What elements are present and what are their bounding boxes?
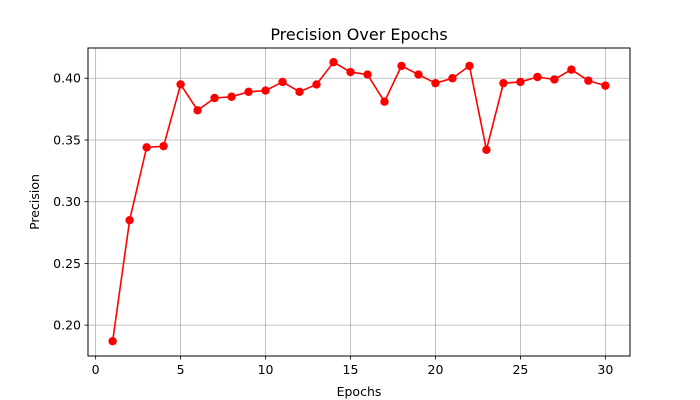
- y-tick-label: 0.35: [53, 132, 81, 147]
- data-point: [159, 141, 168, 151]
- data-point: [516, 77, 525, 87]
- data-point: [465, 61, 474, 71]
- data-point: [397, 61, 406, 71]
- data-point: [244, 87, 253, 97]
- axis-ticks: 0 5 10 15 20 25 30 0.20 0.25 0.30 0.35 0.40: [53, 71, 613, 377]
- data-point: [448, 74, 457, 83]
- data-point: [261, 86, 270, 95]
- y-tick-label: 0.30: [53, 194, 81, 209]
- data-point: [176, 80, 185, 89]
- series-layer: [108, 58, 610, 346]
- y-tick-label: 0.25: [53, 256, 81, 271]
- data-point: [380, 97, 389, 106]
- y-tick-label: 0.40: [53, 71, 81, 86]
- data-point: [125, 216, 134, 225]
- y-tick-label: 0.20: [53, 318, 81, 333]
- data-point: [601, 81, 610, 90]
- data-point: [346, 67, 355, 77]
- data-point: [533, 72, 542, 82]
- data-point: [108, 336, 117, 346]
- data-point: [210, 93, 219, 103]
- x-tick-label: 10: [258, 362, 274, 377]
- chart-title: Precision Over Epochs: [270, 25, 447, 44]
- data-point: [329, 58, 338, 67]
- data-point: [312, 80, 321, 89]
- data-point: [278, 77, 287, 87]
- data-point: [499, 78, 508, 88]
- y-axis-label: Precision: [27, 174, 42, 230]
- data-point: [295, 87, 304, 97]
- data-point: [482, 145, 491, 155]
- data-point: [363, 70, 372, 79]
- x-tick-label: 15: [343, 362, 359, 377]
- data-point: [550, 75, 559, 84]
- data-point: [584, 76, 593, 85]
- data-point: [227, 92, 236, 101]
- x-axis-label: Epochs: [337, 384, 382, 399]
- x-tick-label: 30: [597, 362, 613, 377]
- data-point: [414, 70, 423, 79]
- x-tick-label: 20: [428, 362, 444, 377]
- x-tick-label: 0: [92, 362, 100, 377]
- x-tick-label: 25: [512, 362, 528, 377]
- x-tick-label: 5: [177, 362, 185, 377]
- data-point: [193, 106, 202, 115]
- data-point: [567, 65, 576, 74]
- data-point: [142, 143, 151, 152]
- grid-lines: [88, 48, 630, 356]
- data-point: [431, 78, 440, 88]
